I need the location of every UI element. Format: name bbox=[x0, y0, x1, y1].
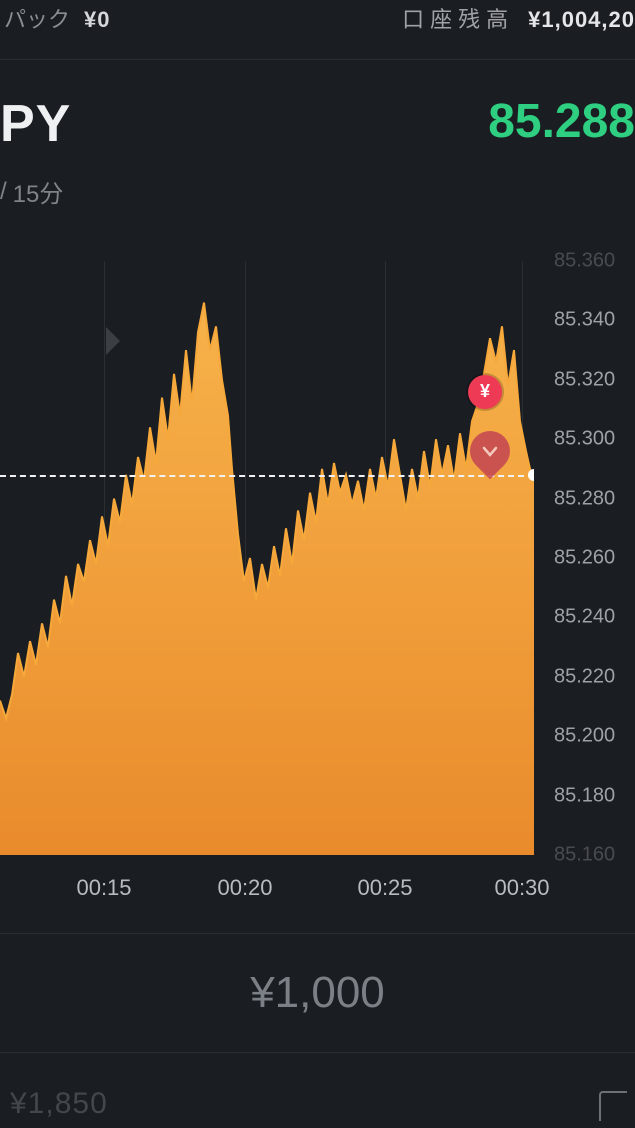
y-tick: 85.260 bbox=[554, 547, 615, 570]
y-tick: 85.200 bbox=[554, 725, 615, 748]
y-tick: 85.320 bbox=[554, 368, 615, 391]
y-tick: 85.160 bbox=[554, 844, 615, 867]
payout-value: ¥1,850 bbox=[10, 1087, 108, 1121]
y-tick: 85.340 bbox=[554, 309, 615, 332]
x-tick: 00:30 bbox=[494, 875, 549, 901]
bottom-row: ¥1,850 bbox=[0, 1053, 635, 1121]
amount-value[interactable]: ¥1,000 bbox=[250, 968, 385, 1018]
corner-box-icon[interactable] bbox=[599, 1091, 627, 1121]
yen-marker-icon: ¥ bbox=[468, 375, 502, 409]
balance-value: ¥1,004,20 bbox=[528, 7, 635, 33]
current-price: 85.288 bbox=[488, 94, 635, 149]
y-axis: 85.36085.34085.32085.30085.28085.26085.2… bbox=[534, 261, 635, 855]
interval-value: 15分 bbox=[13, 174, 64, 209]
reference-line bbox=[0, 475, 534, 477]
y-tick: 85.360 bbox=[554, 250, 615, 273]
currency-pair[interactable]: PY bbox=[0, 94, 71, 154]
y-tick: 85.180 bbox=[554, 784, 615, 807]
pair-header: PY 85.288 bbox=[0, 60, 635, 154]
x-axis: 00:15 00:20 00:25 00:30 bbox=[0, 855, 635, 915]
amount-input-section[interactable]: ¥1,000 bbox=[0, 933, 635, 1053]
pack-value: ¥0 bbox=[84, 7, 110, 33]
x-tick: 00:15 bbox=[76, 875, 131, 901]
y-tick: 85.280 bbox=[554, 487, 615, 510]
x-tick: 00:25 bbox=[357, 875, 412, 901]
y-tick: 85.220 bbox=[554, 665, 615, 688]
y-tick: 85.300 bbox=[554, 428, 615, 451]
price-chart[interactable]: ¥ 85.36085.34085.32085.30085.28085.26085… bbox=[0, 261, 635, 855]
pack-label: パック bbox=[4, 2, 70, 34]
y-tick: 85.240 bbox=[554, 606, 615, 629]
interval-sep: / bbox=[0, 178, 7, 206]
x-tick: 00:20 bbox=[217, 875, 272, 901]
interval-selector[interactable]: / 15分 bbox=[0, 174, 635, 209]
top-bar: パック ¥0 口座残高 ¥1,004,20 bbox=[0, 0, 635, 60]
balance-label: 口座残高 bbox=[402, 2, 514, 34]
